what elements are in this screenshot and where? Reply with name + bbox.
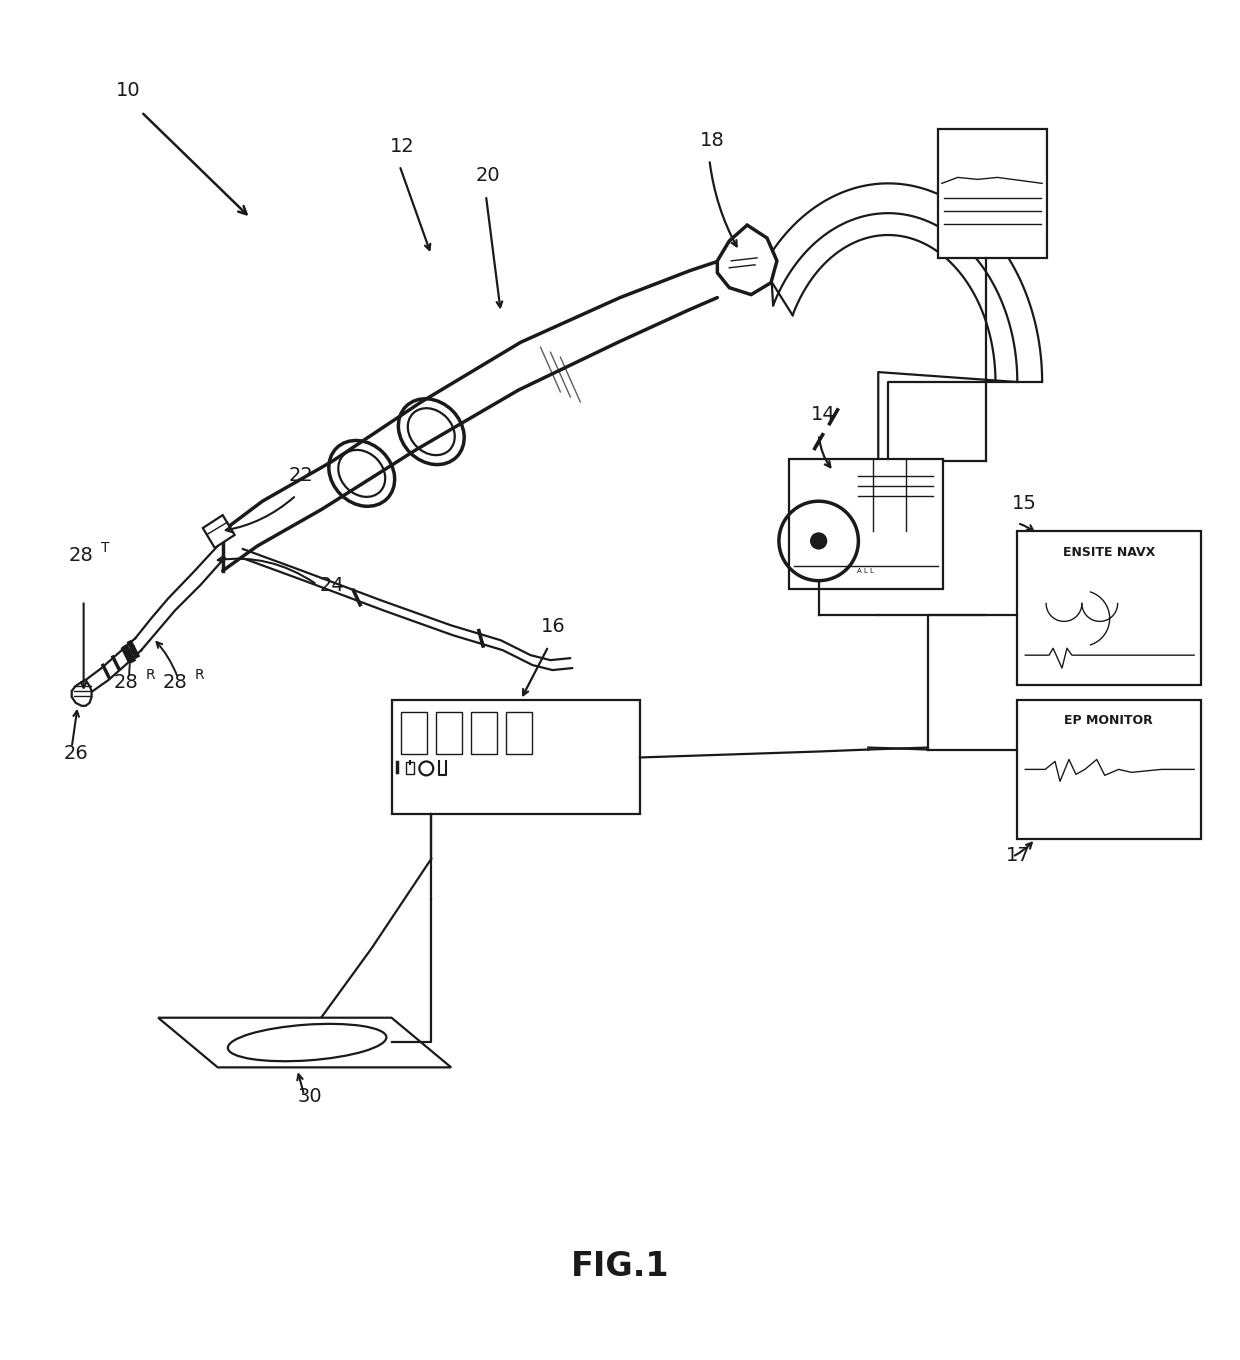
Text: 30: 30 — [298, 1087, 322, 1106]
Text: 28: 28 — [68, 545, 93, 564]
Text: R: R — [195, 668, 205, 681]
Bar — [789, 460, 942, 589]
Text: A L L: A L L — [857, 567, 874, 574]
Polygon shape — [72, 680, 92, 706]
Polygon shape — [718, 224, 777, 295]
Text: 17: 17 — [1006, 846, 1030, 865]
Bar — [471, 711, 497, 753]
Text: 14: 14 — [811, 405, 836, 424]
Text: 22: 22 — [288, 466, 312, 486]
Text: FIG.1: FIG.1 — [570, 1250, 670, 1282]
Text: 16: 16 — [541, 617, 565, 636]
Text: T: T — [100, 541, 109, 555]
Text: 10: 10 — [115, 82, 140, 99]
Bar — [402, 711, 428, 753]
Bar — [392, 700, 640, 815]
Polygon shape — [203, 515, 234, 548]
Circle shape — [811, 533, 827, 549]
Bar — [436, 711, 463, 753]
Polygon shape — [159, 1017, 451, 1068]
Text: ENSITE NAVX: ENSITE NAVX — [1063, 545, 1154, 559]
Bar — [1017, 530, 1202, 685]
Text: 15: 15 — [1012, 494, 1037, 513]
Text: 18: 18 — [699, 131, 724, 150]
Text: 12: 12 — [389, 136, 414, 155]
Text: 28: 28 — [164, 673, 187, 692]
Text: R: R — [145, 668, 155, 681]
Text: 26: 26 — [63, 744, 88, 763]
Bar — [407, 763, 414, 774]
Bar — [1017, 700, 1202, 839]
Bar — [937, 129, 1047, 258]
Polygon shape — [223, 261, 719, 571]
Text: 20: 20 — [476, 166, 501, 185]
Text: 28: 28 — [113, 673, 138, 692]
Bar — [506, 711, 532, 753]
Text: 24: 24 — [320, 575, 345, 594]
Text: EP MONITOR: EP MONITOR — [1064, 714, 1153, 726]
